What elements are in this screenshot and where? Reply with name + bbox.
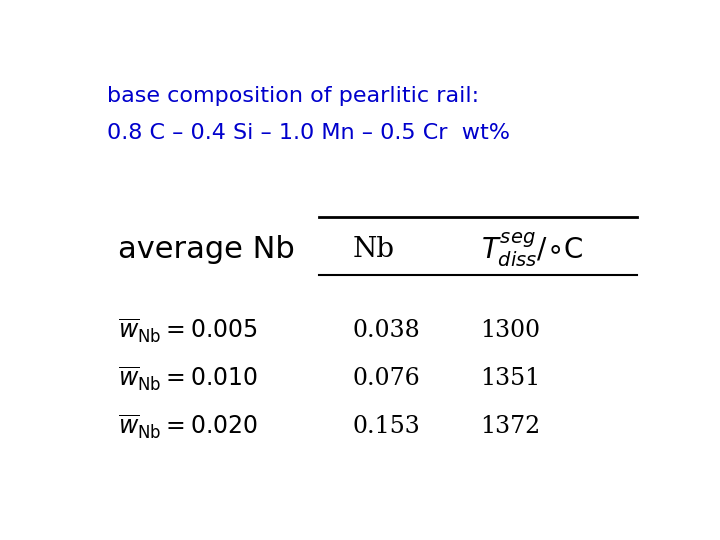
Text: 1300: 1300 xyxy=(481,320,541,342)
Text: 0.153: 0.153 xyxy=(352,415,420,438)
Text: $\overline{w}_{\mathrm{Nb}} = 0.020$: $\overline{w}_{\mathrm{Nb}} = 0.020$ xyxy=(118,413,258,441)
Text: base composition of pearlitic rail:: base composition of pearlitic rail: xyxy=(107,85,479,106)
Text: 1351: 1351 xyxy=(481,367,541,390)
Text: 0.8 C – 0.4 Si – 1.0 Mn – 0.5 Cr  wt%: 0.8 C – 0.4 Si – 1.0 Mn – 0.5 Cr wt% xyxy=(107,123,510,143)
Text: $\overline{w}_{\mathrm{Nb}} = 0.010$: $\overline{w}_{\mathrm{Nb}} = 0.010$ xyxy=(118,364,258,393)
Text: average Nb: average Nb xyxy=(118,235,294,265)
Text: Nb: Nb xyxy=(352,237,395,264)
Text: 0.038: 0.038 xyxy=(352,320,420,342)
Text: 0.076: 0.076 xyxy=(352,367,420,390)
Text: 1372: 1372 xyxy=(481,415,541,438)
Text: $\overline{w}_{\mathrm{Nb}} = 0.005$: $\overline{w}_{\mathrm{Nb}} = 0.005$ xyxy=(118,317,258,345)
Text: $T_{diss}^{seg}/{\circ}\mathrm{C}$: $T_{diss}^{seg}/{\circ}\mathrm{C}$ xyxy=(481,231,583,269)
